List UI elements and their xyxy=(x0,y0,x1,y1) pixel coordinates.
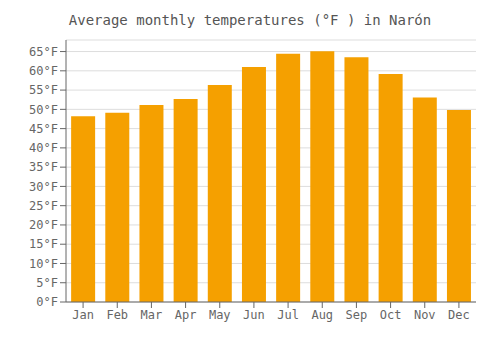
svg-text:30°F: 30°F xyxy=(29,180,58,194)
svg-text:Jan: Jan xyxy=(72,308,94,322)
svg-text:Aug: Aug xyxy=(311,308,333,322)
svg-text:Jun: Jun xyxy=(243,308,265,322)
svg-text:Apr: Apr xyxy=(175,308,197,322)
svg-text:Feb: Feb xyxy=(106,308,128,322)
svg-text:Sep: Sep xyxy=(346,308,368,322)
svg-text:15°F: 15°F xyxy=(29,237,58,251)
svg-text:45°F: 45°F xyxy=(29,122,58,136)
svg-text:20°F: 20°F xyxy=(29,218,58,232)
svg-text:5°F: 5°F xyxy=(36,276,58,290)
svg-text:Mar: Mar xyxy=(141,308,163,322)
html-text:Average monthly temperatures (: Average monthly temperatures (°F ) in Na… xyxy=(68,12,432,28)
svg-text:Oct: Oct xyxy=(380,308,402,322)
svg-text:May: May xyxy=(209,308,231,322)
svg-text:55°F: 55°F xyxy=(29,83,58,97)
svg-text:0°F: 0°F xyxy=(36,295,58,309)
svg-text:Jul: Jul xyxy=(277,308,299,322)
svg-text:35°F: 35°F xyxy=(29,160,58,174)
svg-text:10°F: 10°F xyxy=(29,257,58,271)
svg-text:Nov: Nov xyxy=(414,308,436,322)
svg-text:50°F: 50°F xyxy=(29,103,58,117)
svg-text:Dec: Dec xyxy=(448,308,470,322)
svg-text:40°F: 40°F xyxy=(29,141,58,155)
svg-text:60°F: 60°F xyxy=(29,64,58,78)
svg-text:65°F: 65°F xyxy=(29,45,58,59)
svg-text:25°F: 25°F xyxy=(29,199,58,213)
